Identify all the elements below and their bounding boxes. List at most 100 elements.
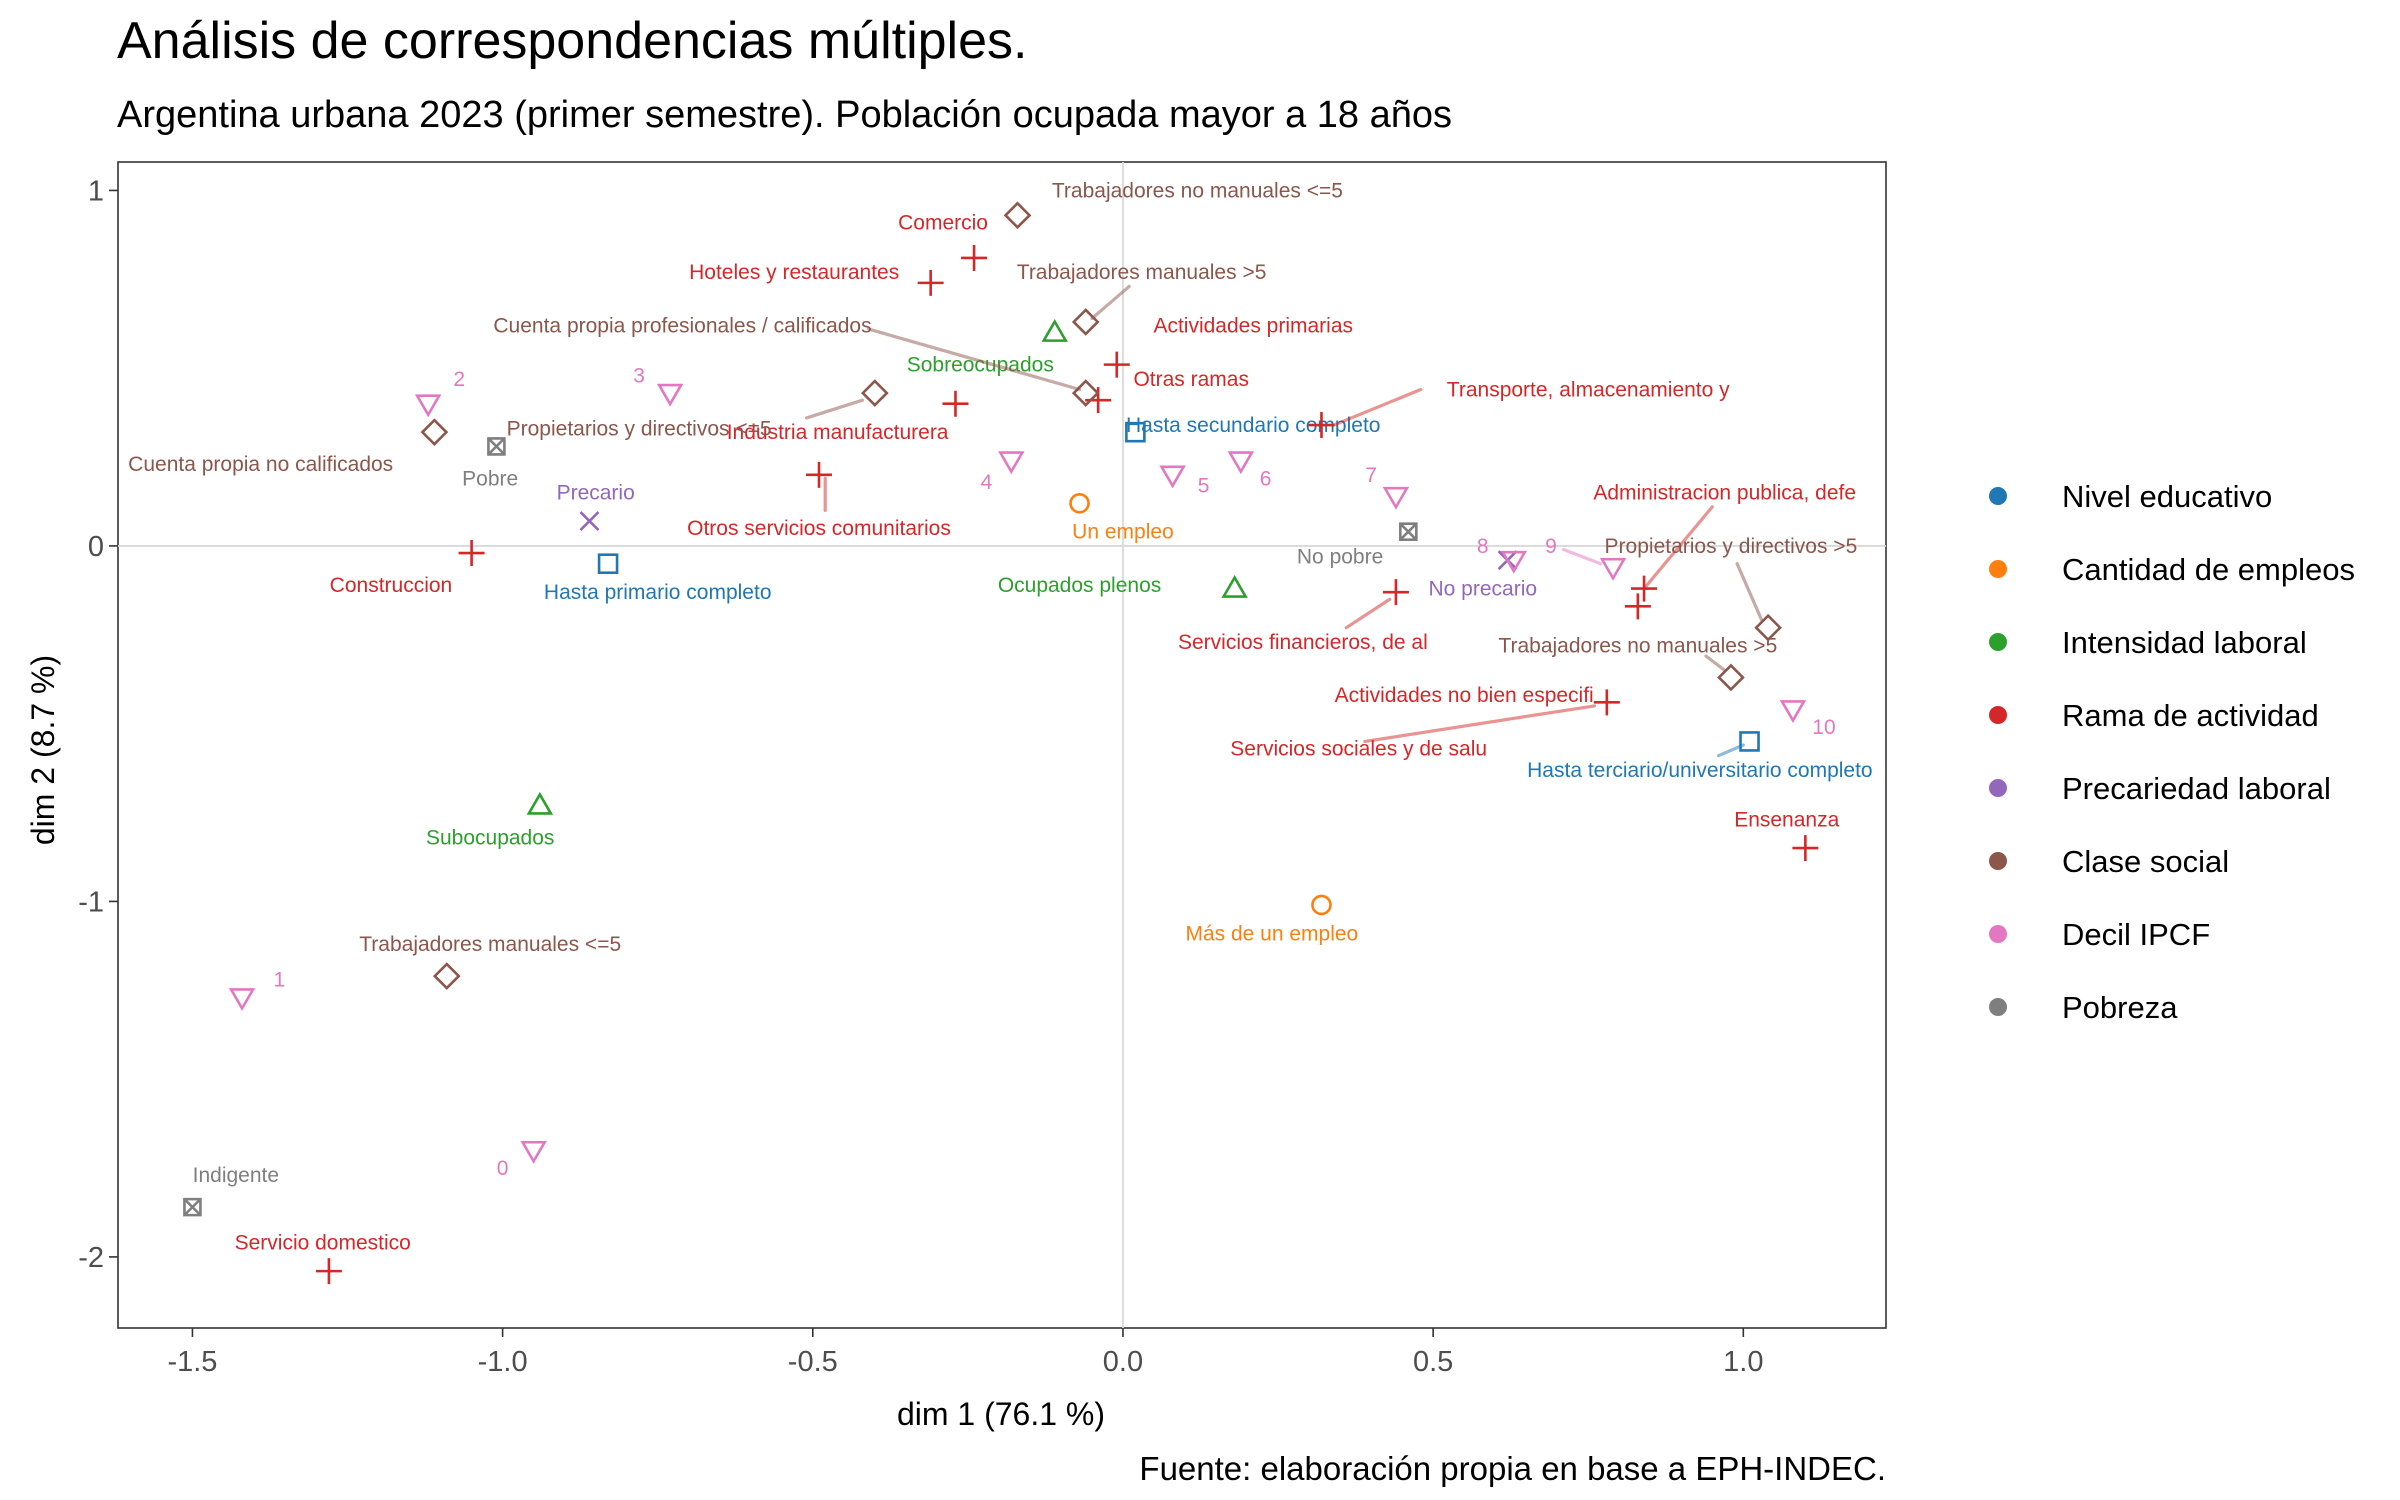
- point-label: 8: [1477, 535, 1489, 558]
- point-servicios-sociales-y-de-salu: [1593, 689, 1620, 716]
- point-label: Más de un empleo: [1185, 922, 1358, 945]
- point-label: Construccion: [330, 574, 453, 597]
- leader-line: [1561, 547, 1603, 566]
- point-precario: [579, 511, 600, 531]
- point-trabajadores-no-manuales-5: [1717, 663, 1745, 692]
- leader-line: [1735, 562, 1764, 623]
- leader-line: [1716, 743, 1745, 758]
- point-ocupados-plenos: [1221, 574, 1248, 598]
- y-tick-label: -2: [78, 1242, 104, 1274]
- point-label: 0: [497, 1157, 509, 1180]
- point-label: Trabajadores no manuales >5: [1498, 634, 1777, 657]
- series-cantidad-de-empleos: Un empleo Más de un empleo: [1069, 492, 1358, 945]
- point-label: Cuenta propia no calificados: [128, 453, 393, 476]
- legend-key: [1989, 998, 2007, 1016]
- chart-title: Análisis de correspondencias múltiples.: [117, 12, 1027, 70]
- point-hoteles-y-restaurantes: [917, 269, 944, 296]
- legend-item-nivel-educativo: Nivel educativo: [1989, 479, 2272, 514]
- point-5: [1159, 465, 1186, 489]
- point-mas-de-un-empleo: [1311, 894, 1332, 916]
- y-axis: -2 -1 0 1: [78, 175, 118, 1274]
- point-cuenta-propia-profesionales-calificados: [1071, 379, 1100, 407]
- point-label: 7: [1365, 464, 1377, 487]
- legend-item-clase-social: Clase social: [1989, 844, 2229, 879]
- legend-label: Rama de actividad: [2062, 698, 2319, 733]
- series-clase-social: Trabajadores no manuales <=5 Trabajadores…: [128, 179, 1857, 990]
- point-administracion-publica-defe: [1631, 575, 1658, 602]
- x-tick-label: 0.5: [1413, 1346, 1453, 1378]
- point-ensenanza: [1792, 835, 1819, 862]
- point-label: Un empleo: [1072, 521, 1174, 544]
- legend-key: [1989, 487, 2007, 505]
- legend-key: [1989, 633, 2007, 651]
- y-axis-title: dim 2 (8.7 %): [25, 655, 61, 845]
- point-indigente: [183, 1197, 202, 1217]
- point-label: Precario: [557, 482, 635, 505]
- point-label: 1: [273, 969, 285, 992]
- point-label: Actividades no bien especifi: [1335, 684, 1594, 707]
- chart-caption: Fuente: elaboración propia en base a EPH…: [1139, 1450, 1886, 1487]
- series-nivel-educativo: Hasta primario completo Hasta secundario …: [544, 414, 1873, 782]
- point-label: Ensenanza: [1734, 809, 1839, 832]
- point-label: 4: [981, 471, 993, 494]
- point-3: [656, 383, 684, 407]
- point-trabajadores-no-manuales-5: [1003, 201, 1032, 230]
- legend-label: Cantidad de empleos: [2062, 552, 2355, 587]
- point-subocupados: [526, 791, 554, 815]
- point-comercio: [961, 244, 988, 271]
- point-construccion: [458, 540, 485, 567]
- point-hasta-secundario-completo: [1125, 421, 1146, 443]
- series-precariedad-laboral: Precario No precario: [557, 482, 1537, 601]
- point-un-empleo: [1069, 492, 1090, 514]
- point-label: 6: [1260, 467, 1272, 490]
- legend-label: Clase social: [2062, 844, 2229, 879]
- leader-line: [1332, 387, 1423, 427]
- point-label: Trabajadores no manuales <=5: [1052, 179, 1343, 202]
- point-6: [1227, 451, 1255, 475]
- series-rama-de-actividad: Comercio Hoteles y restaurantes Actividade…: [235, 211, 1856, 1285]
- point-2: [414, 394, 442, 418]
- point-label: Servicios financieros, de al: [1178, 631, 1428, 654]
- point-label: Industria manufacturera: [727, 421, 949, 444]
- point-label: No precario: [1428, 578, 1537, 601]
- point-label: Ocupados plenos: [998, 574, 1161, 597]
- legend-key: [1989, 779, 2007, 797]
- point-label: Propietarios y directivos <=5: [507, 418, 772, 441]
- x-axis: -1.5 -1.0 -0.5 0.0 0.5 1.0: [167, 1328, 1763, 1378]
- point-label: Hasta secundario completo: [1126, 414, 1380, 437]
- point-propietarios-y-directivos-5: [860, 379, 889, 407]
- point-1: [228, 988, 256, 1011]
- point-otros-servicios-comunitarios: [805, 461, 832, 488]
- point-label: Pobre: [462, 467, 518, 490]
- point-label: Trabajadores manuales <=5: [359, 933, 621, 956]
- point-9: [1599, 557, 1627, 581]
- point-cuenta-propia-no-calificados: [420, 418, 449, 447]
- legend-key: [1989, 925, 2007, 943]
- point-label: Hasta primario completo: [544, 581, 772, 604]
- y-tick-label: 1: [88, 175, 104, 207]
- point-10: [1779, 700, 1807, 724]
- point-propietarios-y-directivos-5: [1754, 613, 1782, 642]
- point-label: Administracion publica, defe: [1593, 482, 1856, 505]
- point-servicio-domestico: [315, 1258, 342, 1285]
- point-label: Comercio: [898, 211, 988, 234]
- chart-subtitle: Argentina urbana 2023 (primer semestre).…: [117, 94, 1452, 136]
- leader-line: [804, 398, 865, 420]
- point-label: Hasta terciario/universitario completo: [1527, 759, 1872, 782]
- x-tick-label: 0.0: [1103, 1346, 1143, 1378]
- y-tick-label: 0: [88, 531, 104, 563]
- point-4: [998, 451, 1025, 475]
- point-transporte-almacenamiento-y: [1308, 412, 1335, 439]
- point-8: [1500, 550, 1528, 574]
- point-label: 3: [633, 364, 645, 387]
- point-actividades-no-bien-especifi: [1624, 593, 1651, 620]
- point-label: Servicio domestico: [235, 1232, 411, 1255]
- legend-item-cantidad-de-empleos: Cantidad de empleos: [1989, 552, 2355, 587]
- legend-label: Nivel educativo: [2062, 479, 2272, 514]
- legend-item-pobreza: Pobreza: [1989, 990, 2178, 1025]
- point-trabajadores-manuales-5: [1071, 308, 1100, 336]
- x-tick-label: -1.0: [478, 1346, 528, 1378]
- series-pobreza: Pobre No pobre Indigente: [183, 437, 1418, 1217]
- point-sobreocupados: [1041, 319, 1068, 342]
